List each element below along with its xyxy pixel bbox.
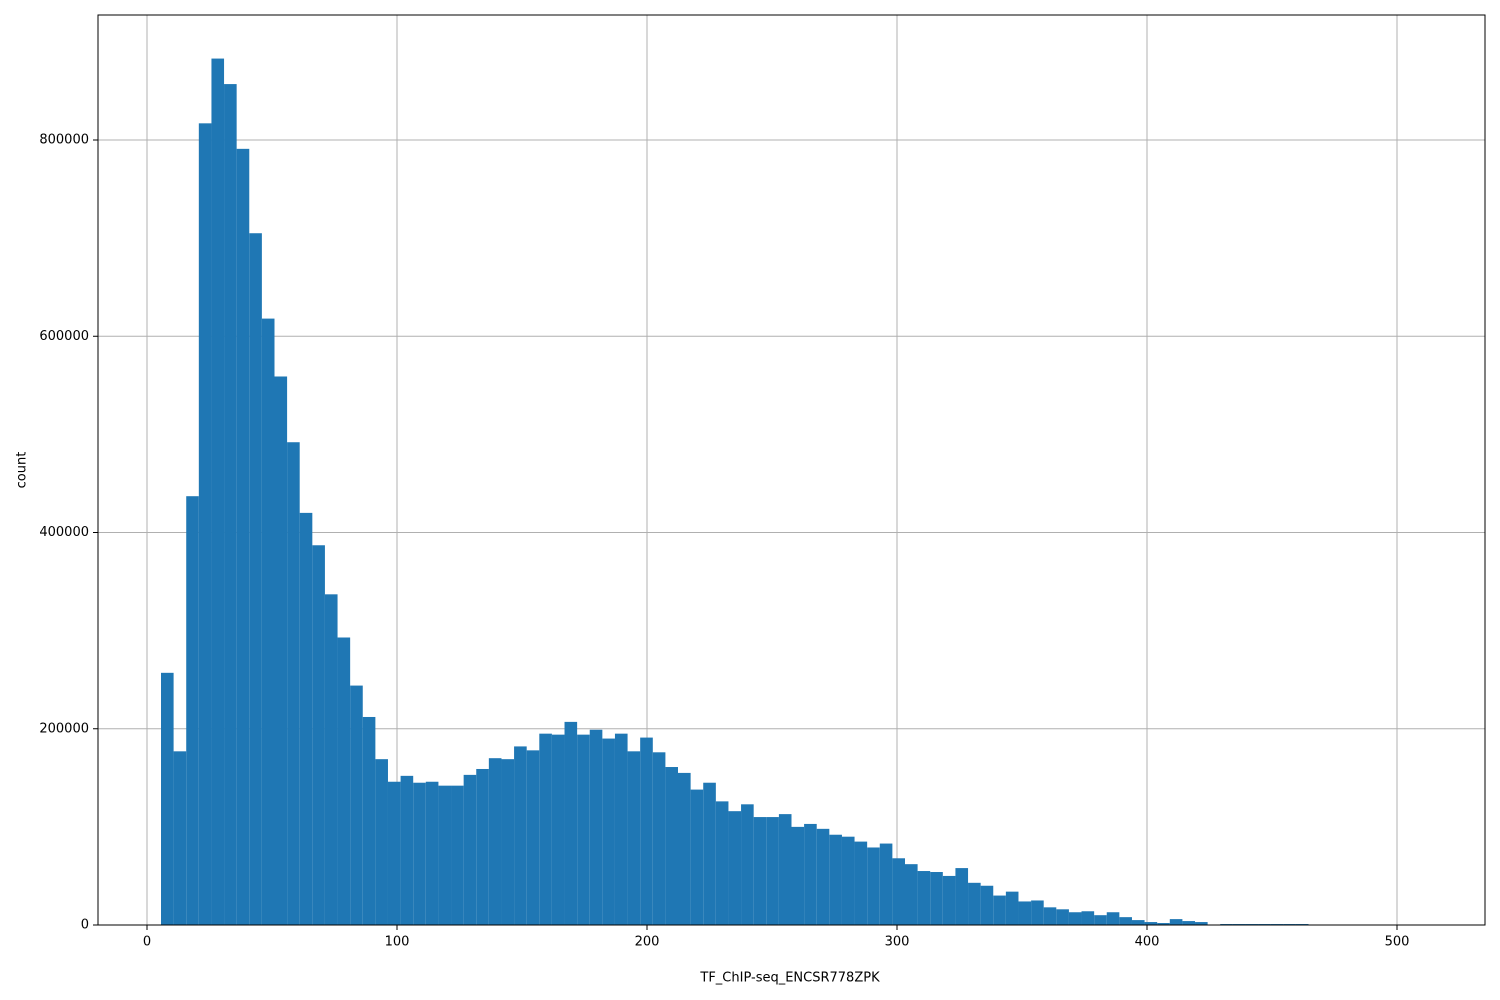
bar [451,785,464,925]
bar [1081,911,1095,925]
bar [1056,909,1069,925]
bar [1106,912,1120,925]
bar [312,545,325,925]
bar [867,847,880,925]
bar [564,721,578,925]
x-axis-label: TF_ChIP-seq_ENCSR778ZPK [699,971,880,986]
bar [173,751,187,925]
bar [299,512,313,925]
bar [463,774,477,925]
bar [804,823,817,925]
y-tick-label: 400000 [39,525,89,540]
bar [930,872,943,925]
bar [186,496,199,925]
bar [1005,891,1019,925]
x-tick-label: 300 [885,935,910,950]
plot-frame [97,14,1486,926]
bar [1043,907,1057,925]
bar [1068,912,1082,925]
bar [892,858,905,925]
bar [526,750,540,925]
bar [589,729,603,925]
bar [640,737,653,925]
bar [1144,922,1158,925]
bar [551,734,565,925]
bar [879,843,893,925]
bar [198,123,212,925]
bar [224,84,237,925]
bar [652,752,666,925]
bar [324,594,338,925]
bar [816,828,830,925]
bar [993,895,1006,925]
bar [539,733,552,925]
bar [766,817,779,925]
bar [980,885,994,925]
bar [942,875,956,925]
x-tick-label: 500 [1385,935,1410,950]
bar [211,58,225,926]
bar [413,782,426,925]
bar [1131,920,1145,925]
bar [728,811,742,925]
bar [249,233,262,925]
bar [362,716,376,925]
bar [287,442,300,925]
bar [968,882,981,925]
y-tick-label: 600000 [39,329,89,344]
bar [715,801,729,925]
bar [1018,901,1032,925]
bar [375,759,388,925]
bar [261,318,275,926]
bar [514,746,527,925]
bar [665,767,678,925]
bar [678,772,691,925]
bar [614,733,628,925]
bar [841,836,855,925]
bar [1119,917,1132,925]
bar [577,734,590,925]
bar [438,785,452,925]
bar [1031,900,1044,925]
bar [350,685,363,925]
bar [1182,921,1196,925]
bar [1169,919,1183,925]
bar [778,814,792,925]
bar [627,751,641,925]
y-tick-label: 800000 [39,133,89,148]
x-tick-label: 400 [1135,935,1160,950]
bar [690,789,704,925]
x-tick-label: 100 [385,935,410,950]
bar [1157,923,1170,925]
bar [274,376,288,925]
bar [1195,922,1208,925]
bar [400,775,414,925]
bar [741,804,754,925]
bar [955,868,969,925]
bar [488,758,502,925]
bar [703,782,716,925]
x-tick-label: 200 [635,935,660,950]
bar [425,781,439,925]
bar [387,781,401,925]
bar [829,834,842,925]
bar [161,672,174,925]
bar [602,738,615,925]
bar [476,768,489,925]
y-tick-label: 200000 [39,721,89,736]
bar [236,148,250,926]
bar [501,759,515,925]
y-tick-label: 0 [81,918,89,933]
bar [337,637,351,925]
y-axis-label: count [15,452,30,489]
bar [1094,915,1107,925]
bar [905,864,918,925]
x-tick-label: 0 [143,935,151,950]
bar [753,817,767,925]
bar [917,871,931,925]
bar [854,841,868,925]
bar [791,826,805,925]
